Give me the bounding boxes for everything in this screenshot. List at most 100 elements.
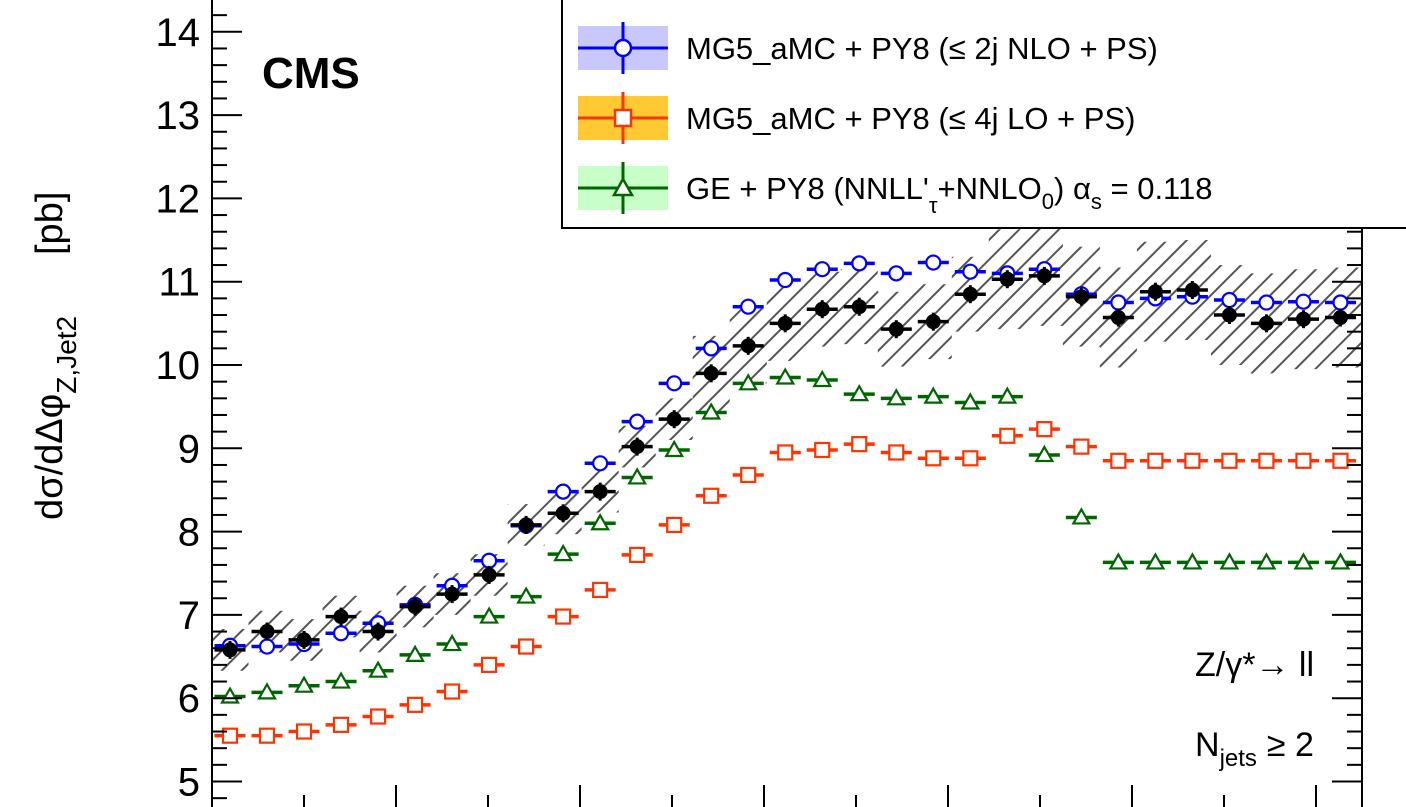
ge-point xyxy=(553,543,574,562)
ge-point xyxy=(516,586,537,604)
lo-point xyxy=(1036,421,1053,438)
nlo-point xyxy=(1332,294,1349,311)
ge-point xyxy=(775,367,796,385)
ge-point xyxy=(1108,552,1129,570)
data-point xyxy=(888,321,904,337)
ge-point xyxy=(849,383,870,402)
lo-point xyxy=(777,444,794,461)
nlo-point xyxy=(258,638,276,655)
data-point xyxy=(1295,311,1311,327)
lo-point xyxy=(925,450,942,467)
y-tick-label: 6 xyxy=(178,677,200,721)
y-tick-label: 14 xyxy=(156,11,201,55)
nlo-point xyxy=(666,375,683,392)
lo-point xyxy=(258,727,276,744)
svg-text:dσ/dΔφZ,Jet2: dσ/dΔφZ,Jet2 xyxy=(29,316,82,520)
ylabel-main: dσ/dΔφ xyxy=(29,394,71,520)
lo-point xyxy=(518,638,535,655)
data-point xyxy=(1370,310,1385,325)
ge-point xyxy=(886,388,907,406)
ge-point xyxy=(1034,444,1055,463)
data-point xyxy=(592,484,608,500)
data-uncertainty-band xyxy=(212,225,1362,671)
y-tick-label: 12 xyxy=(156,177,201,221)
legend-marker-square xyxy=(613,108,633,128)
lo-point xyxy=(851,436,868,453)
data-point xyxy=(481,567,497,583)
ge-point xyxy=(997,386,1018,404)
lo-point xyxy=(999,427,1016,444)
lo-point xyxy=(1073,438,1090,455)
legend-entry-3: GE + PY8 (NNLL'τ+NNLO0) αs = 0.118 xyxy=(686,171,1212,218)
data-point xyxy=(629,439,645,455)
series-3 xyxy=(214,367,1362,704)
legend-entry-2: MG5_aMC + PY8 (≤ 4j LO + PS) xyxy=(686,101,1135,136)
data-point xyxy=(259,624,275,640)
lo-point xyxy=(443,683,461,700)
nlo-point xyxy=(1370,295,1384,309)
y-axis-label: dσ/dΔφZ,Jet2 [pb] xyxy=(29,192,82,520)
ge-point xyxy=(1293,552,1314,570)
y-tick-label: 10 xyxy=(156,344,201,388)
nlo-point xyxy=(925,254,942,271)
nlo-point xyxy=(332,625,350,642)
legend: MG5_aMC + PY8 (≤ 2j NLO + PS) MG5_aMC + … xyxy=(561,0,1406,229)
lo-point xyxy=(1184,452,1201,469)
lo-point xyxy=(592,581,609,599)
lo-point xyxy=(369,708,387,725)
data-point xyxy=(814,301,830,317)
data-point xyxy=(666,411,682,427)
ylabel-sub: Z,Jet2 xyxy=(51,316,82,394)
ge-point xyxy=(442,633,462,652)
legend-entry-1: MG5_aMC + PY8 (≤ 2j NLO + PS) xyxy=(686,31,1158,66)
data-point xyxy=(222,642,238,658)
lo-point xyxy=(962,450,979,467)
nlo-point xyxy=(592,455,609,472)
ge-point xyxy=(701,402,722,420)
njets-sub: jets xyxy=(1219,745,1257,772)
data-point xyxy=(1184,282,1200,298)
data-point xyxy=(444,586,460,602)
series-layer xyxy=(214,254,1385,744)
legend-marker-triangle xyxy=(611,176,635,197)
ge-point xyxy=(257,682,277,700)
ge-point xyxy=(479,606,500,624)
ge-point xyxy=(331,671,351,689)
nlo-point xyxy=(888,265,905,282)
y-tick-label: 13 xyxy=(156,94,201,138)
lo-point xyxy=(740,466,757,484)
y-tick-label: 9 xyxy=(178,427,200,471)
data-point xyxy=(370,624,386,640)
ge-point xyxy=(812,369,833,388)
data-point xyxy=(1073,289,1089,305)
data-point xyxy=(333,609,349,625)
lo-point xyxy=(481,656,498,673)
njets-cond: ≥ 2 xyxy=(1267,726,1314,764)
nlo-point xyxy=(703,340,720,357)
nlo-point xyxy=(1221,291,1238,309)
ge-point xyxy=(1145,552,1166,570)
data-point xyxy=(555,505,571,521)
experiment-label: CMS xyxy=(262,49,360,98)
data-point xyxy=(740,338,756,354)
nlo-point xyxy=(962,263,979,280)
lo-point xyxy=(666,516,683,534)
data-point xyxy=(1221,307,1237,323)
ge-point xyxy=(1256,552,1277,570)
data-point xyxy=(296,632,312,648)
ge-point xyxy=(1330,552,1351,570)
series-0 xyxy=(214,266,1385,659)
lo-point xyxy=(1110,452,1127,469)
ge-point xyxy=(960,392,981,410)
njets-base: N xyxy=(1195,726,1220,764)
ge-point xyxy=(405,644,425,662)
nlo-point xyxy=(814,261,831,278)
lo-point xyxy=(814,441,831,459)
lo-point xyxy=(406,696,424,713)
lo-point xyxy=(629,546,646,564)
ge-point xyxy=(368,660,388,678)
lo-point xyxy=(1147,452,1164,469)
ge-point xyxy=(923,386,944,404)
nlo-point xyxy=(1258,294,1275,311)
data-point xyxy=(703,365,719,381)
